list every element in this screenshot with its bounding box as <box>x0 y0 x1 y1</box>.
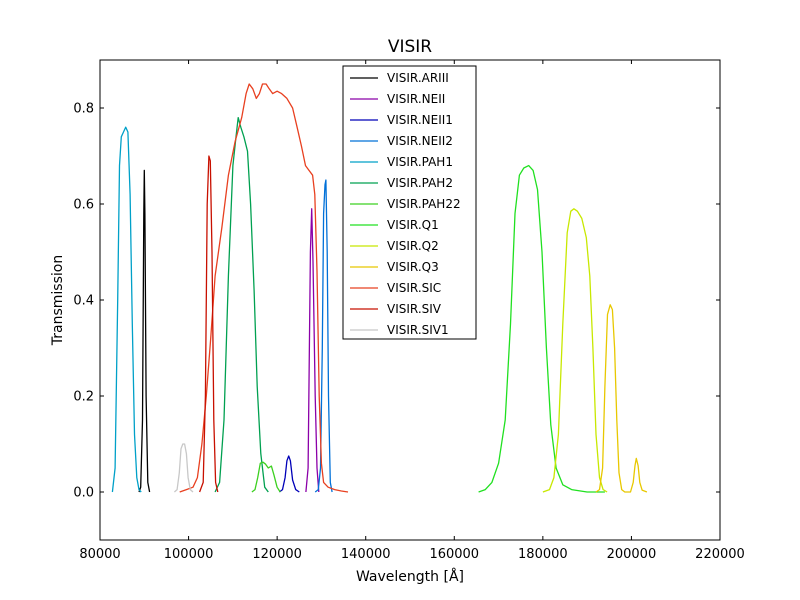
legend-label: VISIR.SIV1 <box>387 323 449 337</box>
y-tick-label: 0.6 <box>73 198 94 213</box>
legend-label: VISIR.SIV <box>387 302 442 316</box>
series-line-visir-neii2 <box>314 179 333 493</box>
series-line-visir-pah1 <box>111 126 142 493</box>
legend-frame <box>342 65 477 340</box>
legend-label: VISIR.Q1 <box>387 218 439 232</box>
legend-label: VISIR.NEII2 <box>387 134 453 148</box>
legend-label: VISIR.Q2 <box>387 239 439 253</box>
series-line-visir-ariii <box>138 169 151 493</box>
legend-label: VISIR.PAH2 <box>387 176 453 190</box>
x-tick-label: 180000 <box>518 547 568 562</box>
series-line-visir-neii1 <box>279 455 300 493</box>
x-tick-label: 100000 <box>164 547 214 562</box>
legend-label: VISIR.NEII <box>387 92 445 106</box>
x-axis-label: Wavelength [Å] <box>356 568 464 585</box>
x-tick-label: 80000 <box>79 547 120 562</box>
y-tick-label: 0.0 <box>73 486 94 501</box>
y-tick-label: 0.4 <box>73 294 94 309</box>
y-tick-label: 0.2 <box>73 390 94 405</box>
x-axis-ticks: 80000 100000 120000 140000 160000 180000 20000… <box>79 60 745 562</box>
legend-label: VISIR.ARIII <box>387 71 449 85</box>
chart-title: VISIR <box>388 37 432 57</box>
series-line-visir-q1 <box>478 164 605 493</box>
x-tick-label: 160000 <box>429 547 479 562</box>
series-line-visir-siv <box>198 155 219 493</box>
y-tick-label: 0.8 <box>73 102 94 117</box>
y-axis-label: Transmission <box>50 255 66 346</box>
y-axis-ticks: 0.0 0.2 0.4 0.6 0.8 <box>73 102 720 501</box>
legend-label: VISIR.SIC <box>387 281 441 295</box>
legend-label: VISIR.PAH22 <box>387 197 461 211</box>
series-line-visir-q3 <box>595 304 648 493</box>
series-line-visir-pah2 <box>214 116 269 493</box>
series-layer <box>111 83 648 493</box>
legend: VISIR.ARIII VISIR.NEII VISIR.NEII1 VISIR.NE… <box>342 65 477 340</box>
series-line-visir-pah22 <box>251 461 281 493</box>
x-tick-label: 200000 <box>607 547 657 562</box>
series-line-visir-neii <box>305 208 320 493</box>
x-tick-label: 120000 <box>252 547 302 562</box>
legend-label: VISIR.Q3 <box>387 260 439 274</box>
x-tick-label: 140000 <box>341 547 391 562</box>
x-tick-label: 220000 <box>695 547 745 562</box>
series-line-visir-siv1 <box>173 443 194 493</box>
legend-label: VISIR.NEII1 <box>387 113 453 127</box>
series-line-visir-q2 <box>542 208 608 493</box>
legend-label: VISIR.PAH1 <box>387 155 453 169</box>
